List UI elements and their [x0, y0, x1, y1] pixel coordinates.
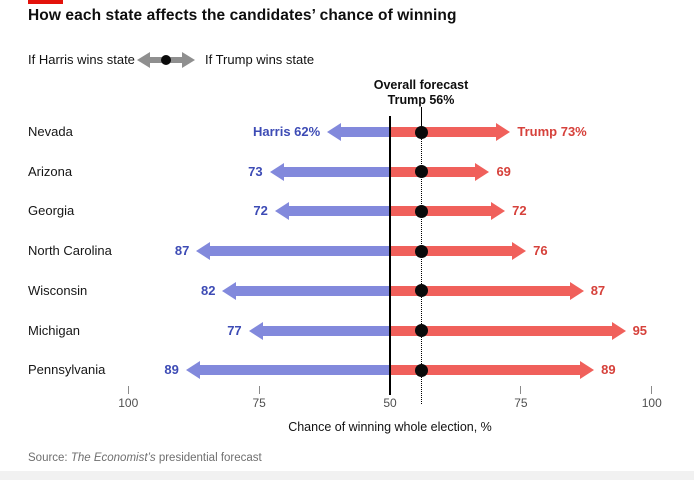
bottom-strip	[0, 471, 694, 480]
state-label: Michigan	[28, 322, 81, 338]
harris-arrow-bar	[339, 127, 390, 137]
harris-value-label: 89	[164, 362, 179, 378]
trump-arrow-bar	[390, 325, 614, 336]
forecast-dot	[414, 165, 428, 179]
axis-tick-label: 100	[118, 396, 139, 410]
trump-arrow	[390, 321, 626, 340]
state-label: Pennsylvania	[28, 362, 106, 378]
state-label: Arizona	[28, 163, 73, 179]
harris-arrow-bar	[208, 246, 390, 257]
trump-arrow	[390, 281, 584, 300]
trump-value-label: 87	[590, 282, 606, 298]
chart-title: How each state affects the candidates’ c…	[28, 7, 457, 24]
state-label: Georgia	[28, 203, 75, 219]
brand-red-tick	[28, 0, 63, 4]
harris-arrow-bar	[281, 166, 390, 177]
trump-arrow-bar	[390, 206, 494, 217]
axis-tick-label: 75	[514, 396, 528, 410]
harris-value-label: Harris 62%	[252, 124, 321, 139]
trump-arrowhead-icon	[496, 123, 511, 141]
trump-arrowhead-icon	[475, 162, 490, 181]
harris-value-label: 72	[253, 203, 268, 219]
center-50-line	[389, 116, 391, 395]
harris-arrowhead-icon	[327, 123, 342, 141]
trump-arrow-bar	[390, 285, 572, 296]
trump-value-label: 76	[533, 243, 548, 259]
forecast-dot	[414, 204, 428, 218]
trump-arrowhead-icon	[512, 242, 527, 261]
harris-arrowhead-icon	[274, 202, 289, 221]
axis-tick-mark	[651, 386, 653, 394]
axis-tick-label: 75	[252, 396, 266, 410]
harris-arrow	[274, 202, 390, 221]
legend-right-arrowhead-icon	[182, 52, 195, 68]
trump-arrow	[390, 361, 595, 380]
trump-arrow-bar	[390, 365, 583, 376]
overall-forecast-annotation: Overall forecast Trump 56%	[331, 78, 511, 108]
forecast-pointer-line	[420, 107, 423, 131]
x-axis-title: Chance of winning whole election, %	[288, 420, 492, 434]
trump-arrowhead-icon	[580, 361, 595, 380]
source-note: Source: The Economist’s presidential for…	[28, 452, 262, 464]
harris-arrow	[185, 361, 390, 380]
source-prefix: Source:	[28, 452, 71, 464]
harris-arrowhead-icon	[185, 361, 200, 380]
overall-forecast-line1: Overall forecast	[373, 78, 469, 92]
trump-arrowhead-icon	[611, 321, 626, 340]
harris-arrow	[248, 321, 390, 340]
state-label: North Carolina	[28, 243, 112, 259]
trump-arrowhead-icon	[491, 202, 506, 221]
axis-tick-label: 100	[641, 396, 662, 410]
harris-value-label: 87	[174, 243, 190, 259]
harris-arrowhead-icon	[222, 281, 237, 300]
axis-tick-mark	[258, 386, 260, 394]
state-label: Wisconsin	[28, 282, 88, 298]
axis-tick-mark	[127, 386, 129, 394]
source-suffix: presidential forecast	[155, 452, 262, 464]
legend-harris-label: If Harris wins state	[28, 52, 135, 67]
trump-arrow	[390, 202, 506, 221]
forecast-dot	[414, 244, 428, 258]
trump-value-label: Trump 73%	[517, 124, 587, 139]
source-italic: The Economist’s	[70, 452, 156, 464]
harris-arrow-bar	[260, 325, 390, 336]
legend-double-arrow-icon	[137, 52, 195, 68]
harris-arrow-bar	[197, 365, 390, 376]
forecast-dotted-line	[420, 131, 422, 404]
trump-arrowhead-icon	[569, 281, 584, 300]
overall-forecast-line2: Trump 56%	[387, 93, 455, 107]
trump-value-label: 95	[632, 322, 648, 338]
harris-arrow	[269, 162, 390, 181]
harris-arrow	[222, 281, 390, 300]
harris-arrow-bar	[286, 206, 390, 217]
forecast-dot	[414, 284, 428, 298]
trump-arrow-bar	[390, 246, 515, 257]
harris-arrowhead-icon	[196, 242, 211, 261]
harris-arrow-bar	[234, 285, 390, 296]
harris-value-label: 82	[201, 282, 216, 298]
harris-arrowhead-icon	[248, 321, 263, 340]
harris-arrowhead-icon	[269, 162, 284, 181]
trump-arrow	[390, 242, 527, 261]
harris-arrow	[196, 242, 390, 261]
state-label: Nevada	[28, 124, 73, 139]
harris-value-label: 77	[227, 322, 242, 338]
trump-arrow-bar	[390, 127, 499, 137]
harris-arrow	[327, 123, 390, 141]
forecast-dot	[414, 125, 428, 139]
trump-value-label: 89	[601, 362, 616, 378]
trump-value-label: 69	[496, 163, 511, 179]
forecast-dot	[414, 324, 428, 338]
legend-trump-label: If Trump wins state	[205, 52, 315, 67]
forecast-dot	[414, 363, 428, 377]
axis-tick-mark	[520, 386, 522, 394]
legend-left-arrowhead-icon	[137, 52, 150, 68]
axis-tick-label: 50	[383, 396, 397, 410]
harris-value-label: 73	[248, 163, 263, 179]
trump-arrow-bar	[390, 166, 478, 177]
legend-forecast-dot-icon	[161, 55, 171, 65]
trump-value-label: 72	[512, 203, 527, 219]
trump-arrow	[390, 123, 511, 141]
trump-arrow	[390, 162, 490, 181]
